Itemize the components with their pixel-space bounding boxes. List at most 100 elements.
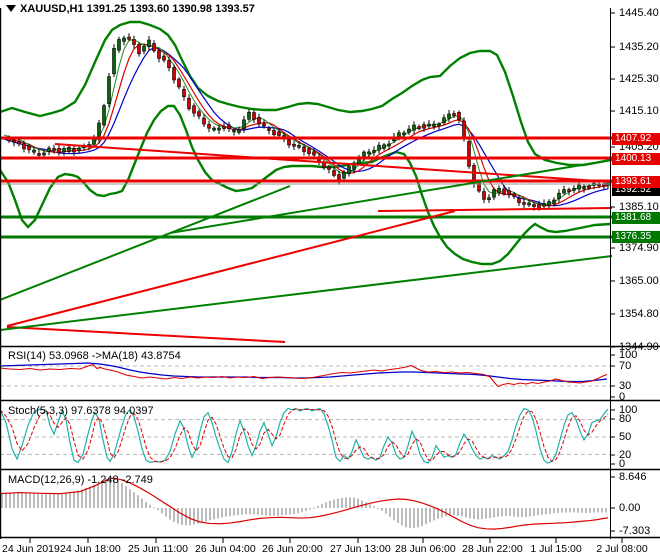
bollinger-lower-band	[0, 104, 611, 266]
macd-histogram-bar	[309, 508, 311, 510]
candle-bull	[112, 48, 116, 75]
macd-histogram-bar	[341, 497, 343, 508]
macd-histogram-bar	[45, 494, 47, 508]
candle-bull	[577, 184, 581, 190]
candle-bull	[212, 127, 216, 131]
macd-histogram-bar	[461, 508, 463, 517]
macd-histogram-bar	[197, 508, 199, 524]
stoch-tick-0: 0	[619, 458, 626, 470]
macd-histogram-bar	[493, 508, 495, 518]
macd-histogram-bar	[465, 508, 467, 518]
candle-bear	[57, 148, 61, 154]
candle-bear	[222, 126, 226, 129]
candle-bull	[92, 138, 96, 145]
macd-histogram-bar	[289, 508, 291, 515]
price-tick-1354.80: 1354.80	[619, 308, 659, 320]
candle-bull	[247, 111, 251, 120]
macd-histogram-bar	[213, 508, 215, 520]
candle-bull	[107, 76, 111, 104]
macd-histogram-bar	[109, 477, 111, 508]
macd-histogram-bar	[117, 480, 119, 508]
candle-bull	[437, 123, 441, 127]
candle-bull	[147, 39, 151, 47]
macd-histogram-bar	[593, 508, 595, 513]
macd-histogram-bar	[489, 508, 491, 519]
macd-histogram-bar	[521, 508, 523, 518]
macd-histogram-bar	[317, 506, 319, 508]
macd-histogram-bar	[377, 508, 379, 509]
macd-histogram-bar	[17, 492, 19, 508]
candle-bear	[37, 153, 41, 156]
macd-histogram-bar	[349, 497, 351, 508]
trendline-5	[0, 185, 291, 301]
candle-bull	[32, 149, 36, 153]
candle-bear	[162, 55, 166, 61]
macd-histogram-bar	[13, 492, 15, 508]
candle-bear	[512, 193, 516, 197]
stoch-tick-50: 50	[619, 431, 632, 443]
macd-histogram-bar	[41, 494, 43, 508]
rsi-tick-30: 30	[619, 380, 632, 392]
macd-histogram-bar	[217, 508, 219, 519]
macd-histogram-bar	[573, 508, 575, 513]
macd-histogram-bar	[193, 508, 195, 525]
candle-bear	[302, 146, 306, 152]
stoch-d-line	[0, 408, 609, 463]
candle-bear	[17, 141, 21, 145]
macd-histogram-bar	[469, 508, 471, 519]
macd-histogram-bar	[373, 506, 375, 508]
macd-histogram-bar	[533, 508, 535, 516]
macd-histogram-bar	[545, 508, 547, 515]
candle-bear	[507, 190, 511, 195]
macd-histogram-bar	[473, 508, 475, 519]
macd-histogram-bar	[449, 508, 451, 516]
macd-histogram-bar	[5, 493, 7, 508]
macd-histogram-bar	[389, 508, 391, 517]
macd-histogram-bar	[89, 486, 91, 508]
macd-histogram-bar	[433, 508, 435, 521]
macd-histogram-bar	[525, 508, 527, 517]
stoch-k-line	[0, 407, 609, 464]
ohlc-readout: 1391.25 1393.60 1390.98 1393.57	[86, 3, 255, 15]
macd-histogram-bar	[437, 508, 439, 519]
time-label: 25 Jun 11:00	[128, 543, 188, 555]
macd-histogram-bar	[245, 508, 247, 515]
candle-bear	[207, 124, 211, 129]
price-tick-1344.90: 1344.90	[619, 341, 659, 353]
macd-histogram-bar	[405, 508, 407, 528]
macd-histogram-bar	[157, 508, 159, 511]
candle-bull	[367, 151, 371, 155]
macd-histogram-bar	[181, 508, 183, 525]
candle-bull	[412, 124, 416, 131]
candle-bull	[562, 189, 566, 194]
macd-histogram-bar	[201, 508, 203, 523]
macd-histogram-bar	[457, 508, 459, 516]
trendline-7	[0, 255, 613, 331]
candle-bull	[67, 146, 71, 152]
macd-histogram-bar	[497, 508, 499, 517]
symbol-dropdown-icon[interactable]	[6, 5, 16, 12]
candle-bear	[307, 148, 311, 154]
macd-histogram-bar	[241, 508, 243, 515]
macd-histogram-bar	[509, 508, 511, 517]
macd-histogram-bar	[333, 499, 335, 508]
time-label: 26 Jun 04:00	[195, 543, 256, 555]
candle-bear	[157, 50, 161, 59]
candle-bull	[407, 128, 411, 133]
macd-histogram-bar	[69, 492, 71, 508]
macd-histogram-bar	[105, 478, 107, 508]
macd-histogram-bar	[169, 508, 171, 520]
candle-bear	[52, 148, 56, 151]
candle-bull	[387, 143, 391, 147]
macd-histogram-bar	[501, 508, 503, 517]
candle-bull	[237, 129, 241, 133]
macd-signal-line	[0, 477, 609, 530]
candle-bull	[377, 144, 381, 151]
price-tick-1425.30: 1425.30	[619, 73, 659, 85]
candle-bear	[202, 117, 206, 125]
macd-histogram-bar	[477, 508, 479, 520]
stoch-tick-80: 80	[619, 413, 632, 425]
candle-bear	[177, 78, 181, 88]
macd-histogram-bar	[337, 498, 339, 508]
